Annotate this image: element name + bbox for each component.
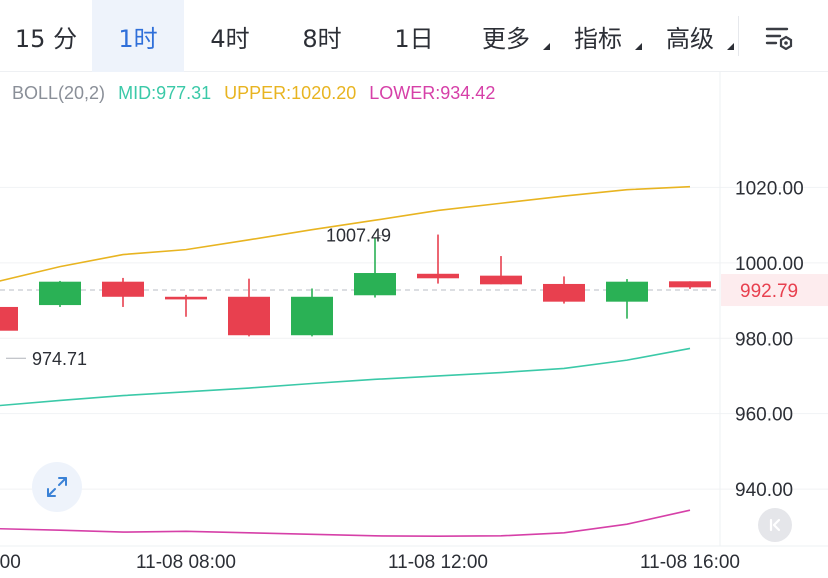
x-axis-tick-label: 11-08 12:00	[388, 552, 488, 573]
candle-body	[543, 283, 585, 302]
chart-settings-button[interactable]	[756, 16, 804, 58]
tab-4h[interactable]: 4时	[184, 0, 276, 72]
tab-more-dropdown[interactable]: 更多	[460, 0, 552, 72]
boll-lower-value: LOWER:934.42	[369, 83, 496, 103]
tab-label: 高级	[666, 24, 714, 53]
candle-body	[417, 273, 459, 279]
candle-body	[39, 281, 81, 306]
tab-label: 8时	[302, 24, 342, 53]
dropdown-caret-icon	[543, 43, 550, 50]
chart-settings-icon	[765, 27, 793, 50]
tab-advanced-dropdown[interactable]: 高级	[644, 0, 736, 72]
y-axis-tick-label: 960.00	[735, 405, 793, 426]
tab-label: 4时	[210, 24, 250, 53]
candle-body	[102, 281, 144, 297]
boll-upper-value: UPPER:1020.20	[224, 83, 357, 103]
boll-legend: BOLL(20,2) MID:977.31 UPPER:1020.20 LOWE…	[12, 83, 503, 104]
tab-1h[interactable]: 1时	[92, 0, 184, 72]
boll-mid-value: MID:977.31	[118, 83, 212, 103]
fullscreen-button[interactable]	[32, 462, 82, 512]
candle-body	[165, 296, 207, 300]
candle-body	[291, 296, 333, 336]
scroll-to-start-button[interactable]	[758, 508, 792, 542]
x-axis-tick-label: 04:00	[0, 552, 21, 573]
tab-label: 15 分	[14, 24, 78, 53]
last-price-tag	[721, 274, 828, 307]
boll-upper-line	[0, 185, 691, 282]
candle-body	[669, 281, 711, 288]
boll-lower-line	[0, 509, 691, 538]
collapse-left-icon	[769, 518, 781, 532]
tab-indicators-dropdown[interactable]: 指标	[552, 0, 644, 72]
high-price-label: 1007.49	[326, 226, 391, 246]
tab-label: 更多	[482, 24, 530, 53]
candle-body	[228, 296, 270, 336]
candle-body	[480, 275, 522, 285]
candle-body	[354, 273, 396, 296]
dropdown-caret-icon	[727, 43, 734, 50]
tab-15m[interactable]: 15 分	[0, 0, 92, 72]
boll-mid-line	[0, 347, 691, 407]
tab-label: 1日	[394, 24, 434, 53]
low-price-label: 974.71	[32, 349, 87, 369]
timeframe-tab-bar: 15 分 1时 4时 8时 1日 更多 指标 高级	[0, 0, 828, 72]
y-axis-tick-label: 1020.00	[735, 178, 804, 199]
boll-name: BOLL(20,2)	[12, 83, 106, 103]
tab-8h[interactable]: 8时	[276, 0, 368, 72]
tab-label: 指标	[574, 24, 622, 53]
expand-arrows-icon	[47, 477, 67, 497]
tab-divider	[738, 16, 739, 56]
dropdown-caret-icon	[635, 43, 642, 50]
tab-1d[interactable]: 1日	[368, 0, 460, 72]
candle-body	[0, 306, 18, 331]
y-axis-tick-label: 1000.00	[735, 254, 804, 275]
candle-body	[606, 281, 648, 302]
x-axis-tick-label: 11-08 16:00	[640, 552, 740, 573]
last-price-label: 992.79	[740, 281, 798, 302]
y-axis-tick-label: 940.00	[735, 480, 793, 501]
tab-label: 1时	[118, 24, 158, 53]
x-axis-tick-label: 11-08 08:00	[136, 552, 236, 573]
y-axis-tick-label: 980.00	[735, 329, 793, 350]
